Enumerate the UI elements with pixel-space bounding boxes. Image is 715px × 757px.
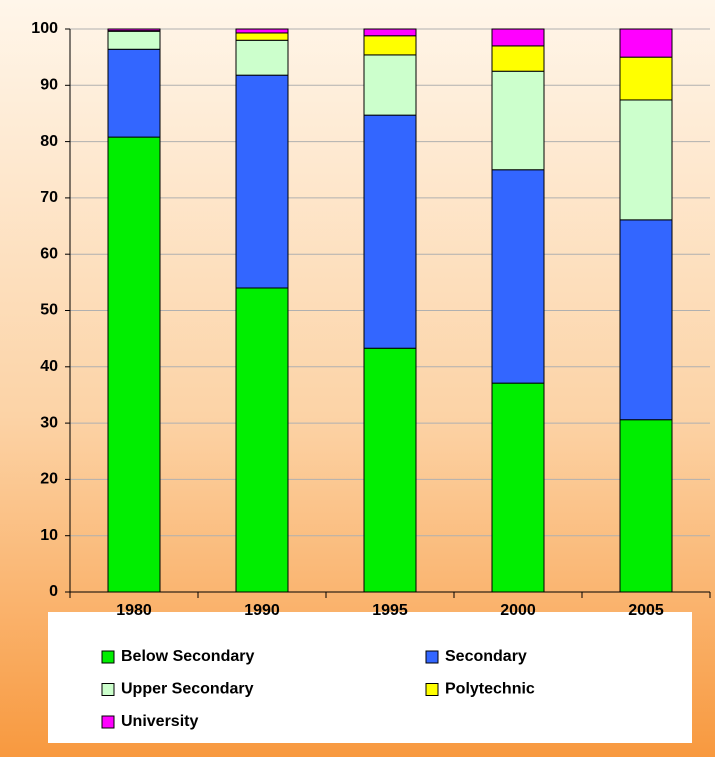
legend-swatch [101, 715, 115, 729]
bar-segment [235, 39, 289, 76]
legend-swatch [425, 650, 439, 664]
bar-segment [619, 99, 673, 221]
legend-label: Secondary [445, 648, 527, 665]
y-tick-label: 10 [40, 527, 58, 544]
legend-label: Polytechnic [445, 681, 535, 698]
bar-segment [235, 32, 289, 41]
legend-label: Upper Secondary [121, 681, 254, 698]
x-tick-label: 1995 [372, 602, 408, 619]
x-tick-label: 1980 [116, 602, 152, 619]
y-tick-label: 40 [40, 358, 58, 375]
bar-segment [363, 347, 417, 593]
x-tick-label: 1990 [244, 602, 280, 619]
bar-segment [619, 56, 673, 101]
y-tick-label: 30 [40, 414, 58, 431]
y-tick-label: 70 [40, 189, 58, 206]
bar-segment [107, 136, 161, 593]
bar-segment [235, 28, 289, 34]
x-tick-label: 2005 [628, 602, 664, 619]
bar-segment [363, 28, 417, 37]
bar-segment [619, 219, 673, 421]
legend-label: Below Secondary [121, 648, 254, 665]
bar-segment [491, 382, 545, 593]
legend-swatch [425, 683, 439, 696]
y-tick-label: 80 [40, 133, 58, 150]
legend-swatch [101, 650, 115, 664]
y-tick-label: 100 [31, 20, 58, 37]
legend-swatch [101, 683, 115, 696]
legend-box [48, 612, 692, 743]
bar-segment [491, 70, 545, 171]
bar-segment [107, 28, 161, 32]
bar-segment [363, 54, 417, 116]
bar-segment [491, 45, 545, 72]
bar-segment [619, 28, 673, 58]
bar-segment [235, 287, 289, 593]
y-tick-label: 20 [40, 471, 58, 488]
bar-segment [107, 48, 161, 138]
y-tick-label: 0 [49, 583, 58, 600]
bar-segment [363, 114, 417, 349]
legend-label: University [121, 713, 198, 730]
y-tick-label: 90 [40, 77, 58, 94]
x-tick-label: 2000 [500, 602, 536, 619]
bar-segment [363, 35, 417, 56]
bar-segment [107, 30, 161, 50]
bar-segment [619, 419, 673, 593]
bar-segment [491, 28, 545, 47]
y-tick-label: 50 [40, 302, 58, 319]
bar-segment [491, 169, 545, 384]
y-tick-label: 60 [40, 245, 58, 262]
bar-segment [235, 74, 289, 289]
